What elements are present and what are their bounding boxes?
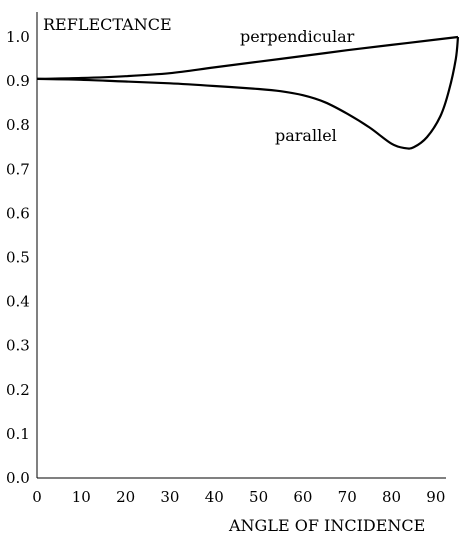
- series-labels: perpendicular parallel: [240, 27, 355, 145]
- y-tick-label: 0.9: [6, 72, 30, 90]
- x-tick-label: 50: [249, 488, 268, 506]
- y-tick-label: 0.0: [6, 469, 30, 487]
- x-tick-label: 60: [293, 488, 312, 506]
- x-tick-label: 90: [426, 488, 445, 506]
- parallel-line: [36, 36, 460, 150]
- x-tick-label: 30: [160, 488, 179, 506]
- y-tick-label: 0.5: [6, 249, 30, 267]
- y-tick-label: 0.7: [6, 160, 30, 178]
- axes: [36, 12, 446, 479]
- x-tick-label: 20: [116, 488, 135, 506]
- x-tick-labels: 0 10 20 30 40 50 60 70 80 90: [32, 488, 445, 506]
- perpendicular-label: perpendicular: [240, 27, 355, 46]
- x-axis-title: ANGLE OF INCIDENCE: [228, 516, 425, 535]
- y-tick-label: 0.8: [6, 116, 30, 134]
- x-tick-label: 10: [72, 488, 91, 506]
- y-tick-labels: 0.0 0.1 0.2 0.3 0.4 0.5 0.6 0.7 0.8 0.9 1.0: [6, 28, 30, 487]
- perpendicular-line: [36, 35, 459, 80]
- y-tick-label: 0.1: [6, 425, 30, 443]
- y-tick-label: 0.3: [6, 337, 30, 355]
- x-tick-label: 70: [338, 488, 357, 506]
- y-tick-label: 0.4: [6, 293, 30, 311]
- y-tick-label: 1.0: [6, 28, 30, 46]
- series-lines: [36, 35, 460, 150]
- y-axis-title: REFLECTANCE: [43, 15, 172, 34]
- x-tick-label: 80: [382, 488, 401, 506]
- x-tick-label: 0: [32, 488, 42, 506]
- y-tick-label: 0.2: [6, 381, 30, 399]
- parallel-label: parallel: [275, 126, 337, 145]
- x-tick-label: 40: [205, 488, 224, 506]
- y-tick-label: 0.6: [6, 204, 30, 222]
